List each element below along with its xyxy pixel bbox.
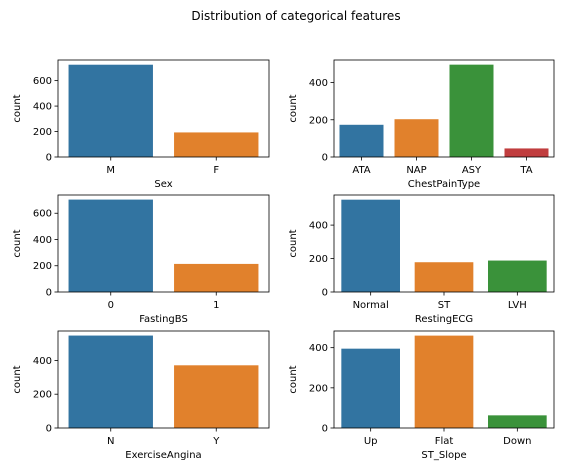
bar-n (69, 336, 153, 428)
chart-panel-6: Up Flat Down 0 200 400 ST_Slope count (288, 331, 554, 461)
y-tick-label: 0 (322, 424, 328, 435)
y-tick-label: 200 (309, 383, 328, 394)
bar-normal (341, 200, 400, 292)
x-tick-label: Normal (353, 300, 389, 311)
y-tick-label: 0 (46, 153, 52, 164)
bar-down (488, 415, 547, 428)
y-tick-label: 0 (46, 424, 52, 435)
x-tick-label: ASY (462, 165, 482, 176)
y-tick-label: 400 (33, 102, 52, 113)
y-axis-label: count (12, 229, 23, 257)
bar-f (174, 132, 258, 157)
bar-st (415, 262, 474, 292)
y-tick-label: 400 (309, 343, 328, 354)
y-axis-label: count (288, 229, 299, 257)
x-axis-label: ChestPainType (408, 179, 480, 190)
bar-1 (174, 264, 258, 292)
y-tick-label: 400 (309, 78, 328, 89)
bar-0 (69, 200, 153, 292)
y-tick-label: 200 (309, 254, 328, 265)
y-tick-label: 200 (33, 127, 52, 138)
bar-ta (505, 148, 549, 157)
x-axis-label: Sex (154, 179, 172, 190)
y-axis-label: count (288, 365, 299, 393)
y-tick-label: 200 (309, 115, 328, 126)
x-axis-label: ST_Slope (421, 450, 466, 461)
y-axis-label: count (12, 94, 23, 122)
x-tick-label: 0 (108, 300, 114, 311)
figure-title: Distribution of categorical features (191, 9, 400, 23)
bar-flat (415, 336, 474, 428)
y-tick-label: 0 (322, 288, 328, 299)
chart-panel-3: 0 1 0 200 400 600 FastingBS count (12, 195, 269, 325)
x-tick-label: F (213, 165, 219, 176)
chart-panel-1: M F 0 200 400 600 Sex count (12, 60, 269, 190)
chart-panel-5: N Y 0 200 400 ExerciseAngina count (12, 331, 269, 461)
x-axis-label: ExerciseAngina (125, 450, 201, 461)
bar-m (69, 65, 153, 157)
x-axis-label: RestingECG (415, 314, 473, 325)
chart-panel-4: Normal ST LVH 0 200 400 RestingECG count (288, 195, 554, 325)
y-tick-label: 400 (33, 356, 52, 367)
x-tick-label: Up (364, 436, 378, 447)
bar-lvh (488, 261, 547, 292)
x-tick-label: Down (503, 436, 531, 447)
y-tick-label: 200 (33, 261, 52, 272)
x-tick-label: ATA (352, 165, 370, 176)
x-axis-label: FastingBS (139, 314, 188, 325)
y-tick-label: 0 (322, 153, 328, 164)
x-tick-label: LVH (508, 300, 527, 311)
y-tick-label: 600 (33, 76, 52, 87)
y-tick-label: 400 (309, 221, 328, 232)
y-axis-label: count (288, 94, 299, 122)
y-axis-label: count (12, 365, 23, 393)
bar-asy (450, 65, 494, 157)
x-tick-label: NAP (406, 165, 426, 176)
y-tick-label: 600 (33, 209, 52, 220)
x-tick-label: TA (519, 165, 532, 176)
bar-ata (340, 125, 384, 157)
y-tick-label: 200 (33, 390, 52, 401)
x-tick-label: Y (212, 436, 220, 447)
y-tick-label: 0 (46, 288, 52, 299)
x-tick-label: ST (438, 300, 451, 311)
chart-panel-2: ATA NAP ASY TA 0 200 400 ChestPainType count (288, 60, 554, 190)
x-tick-label: M (106, 165, 115, 176)
bar-nap (395, 119, 439, 157)
x-tick-label: 1 (213, 300, 219, 311)
x-tick-label: N (107, 436, 114, 447)
x-tick-label: Flat (435, 436, 454, 447)
y-tick-label: 400 (33, 235, 52, 246)
bar-up (341, 349, 400, 428)
bar-y (174, 365, 258, 428)
